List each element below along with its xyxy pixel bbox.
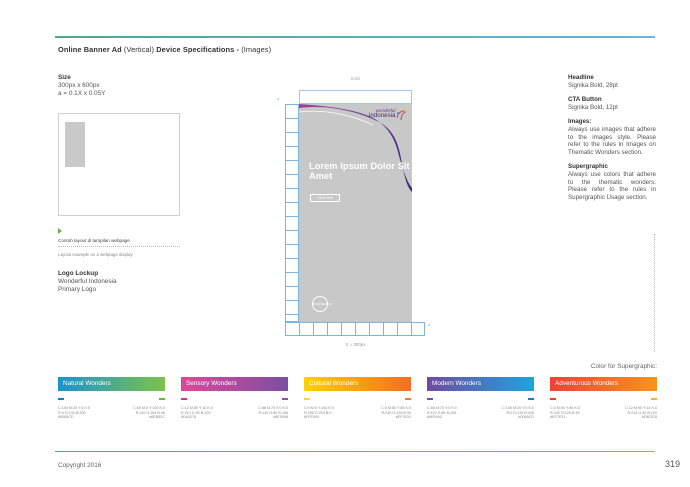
margin-label-top: a [277,96,280,101]
bottom-ruler-label: X = 300px [345,342,366,347]
layout-caption-en: Layout example on a webpage display [58,252,133,257]
color-chip [528,398,534,400]
logo-lockup-block: Logo Lockup Wonderful Indonesia Primary … [58,270,117,294]
headline-spec-heading: Headline [568,74,594,81]
layout-caption: Contoh layout di tampilan webpage [58,238,130,243]
logo-lockup-line-1: Wonderful Indonesia [58,278,117,285]
wonderful-seal: WONDERFUL [312,296,332,312]
wonders-category-bars: Natural Wonders Sensory Wonders Cultural W… [58,377,658,391]
wonderful-indonesia-logo: wonderful indonesia [369,108,396,119]
garuda-logo-icon [396,109,406,121]
banner-spec-drawing: 0.4X a a wonderful indonesia Lo [277,76,433,351]
supergraphic-spec-value: Always use colors that adhere to the the… [568,170,656,201]
vertical-grid [285,104,299,322]
color-chip [427,398,433,400]
title-part-1: Online Banner Ad [58,45,122,54]
color-value-text: C:0 M:0 Y:100 K:0 R:255 G:224 B:0 #FFE000 [304,406,334,420]
supergraphic-color-label: Color for Supergraphic: [590,363,657,370]
title-part-3: Device Specifications - [156,45,240,54]
color-chip [651,398,657,400]
top-ruler-label: 0.4X [350,76,361,81]
dotted-divider [58,246,180,247]
margin-label-bottom: a [428,322,431,327]
bullet-triangle-icon [58,228,62,234]
color-chip [181,398,187,400]
images-spec-value: Always use images that adhere to the ima… [568,125,656,156]
color-value-text: C:0 M:60 Y:85 K:0 R:240 G:126 B:49 #EF7E31 [381,406,411,420]
copyright-text: Copyright 2016 [58,462,102,469]
color-chip [58,398,64,400]
cta-spec-value: Signika Bold, 12pt [568,103,618,111]
color-value-text: C:65 M:0 Y:100 K:0 R:110 G:184 B:45 #6EB82… [133,406,165,420]
category-bar-adventurous-wonders: Adventurous Wonders [550,377,657,391]
images-spec-heading: Images: [568,118,592,126]
color-chip [405,398,411,400]
logo-lockup-line-2: Primary Logo [58,286,97,293]
color-value-text: C:100 M:25 Y:0 K:0 R:0 G:134 B:205 #0085CD [58,406,90,420]
size-heading: Size [58,74,71,81]
color-value-text: C:12 M:89 Y:16 K:0 R:214 G:52 B:120 #D6337… [181,406,213,420]
title-part-4: (Images) [241,45,272,54]
page-title: Online Banner Ad (Vertical) Device Speci… [58,45,271,54]
banner-headline: Lorem Ipsum Dolor Sit Amet [309,161,410,181]
banner-mockup: wonderful indonesia Lorem Ipsum Dolor Si… [299,104,412,322]
typography-specs: Headline Signika Bold, 28pt CTA Button S… [568,74,656,201]
logo-lockup-heading: Logo Lockup [58,270,99,277]
webpage-layout-example [58,113,180,216]
size-line-1: 300px x 600px [58,82,100,89]
vertical-dotted-divider [654,234,655,352]
footer-rule [55,451,655,452]
category-bar-modern-wonders: Modern Wonders [427,377,534,391]
page-number: 319 [664,459,680,469]
top-margin-box [299,90,412,104]
supergraphic-spec-heading: Supergraphic [568,163,608,171]
cta-spec-heading: CTA Button [568,96,602,104]
category-bar-cultural-wonders: Cultural Wonders [304,377,411,391]
color-value-text: C:100 M:25 Y:0 K:0 R:0 G:134 B:205 #0085CD [502,406,534,420]
logo-big-text: indonesia [369,112,396,119]
color-chip [304,398,310,400]
color-chip [282,398,288,400]
color-value-text: C:0 M:90 Y:85 K:0 R:240 G:126 B:49 #EF7E31 [550,406,580,420]
color-value-text: C:88 M:75 Y:0 K:0 R:142 G:80 B:156 #8E5098 [258,406,288,420]
supergraphic-wave-icon [299,104,412,192]
color-value-text: C:12 M:90 Y:14 K:0 R:214 G:52 B:120 #D6337… [625,406,657,420]
color-value-text: C:68 M:75 Y:0 K:0 R:110 G:80 B:156 #6E509C [427,406,457,420]
category-bar-natural-wonders: Natural Wonders [58,377,165,391]
logo-small-text: wonderful [375,108,396,113]
color-chip [550,398,556,400]
category-bar-sensory-wonders: Sensory Wonders [181,377,288,391]
banner-placeholder [65,122,85,167]
header-rule [55,36,655,38]
headline-spec-value: Signika Bold, 28pt [568,81,618,89]
color-values: C:100 M:25 Y:0 K:0 R:0 G:134 B:205 #0085CD… [58,398,658,428]
size-line-2: a = 0.1X x 0.05Y [58,90,106,97]
title-part-2: (Vertical) [123,45,155,54]
horizontal-grid [285,322,425,336]
size-block: Size 300px x 600px a = 0.1X x 0.05Y [58,74,105,98]
banner-cta-button: Click here [310,194,340,202]
color-chip [159,398,165,400]
